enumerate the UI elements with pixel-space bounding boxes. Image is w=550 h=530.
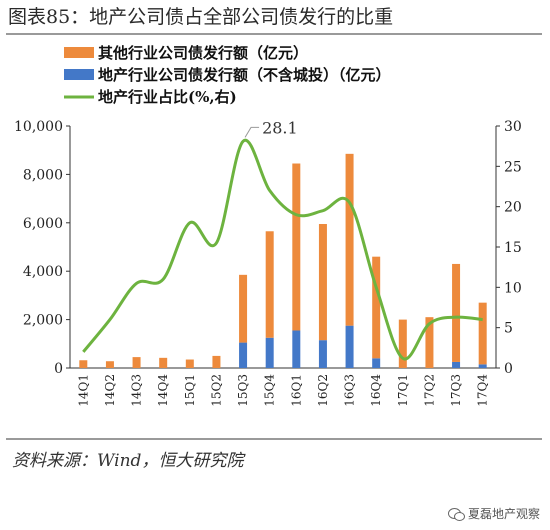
x-tick-label: 15Q3 xyxy=(236,374,250,407)
x-tick-label: 17Q2 xyxy=(422,374,436,407)
left-tick-label: 8,000 xyxy=(23,167,63,183)
bar-other xyxy=(452,263,461,362)
bar-other xyxy=(425,317,434,368)
wechat-icon xyxy=(447,507,465,521)
right-tick-label: 25 xyxy=(504,159,522,175)
bar-other xyxy=(292,163,301,331)
left-tick-label: 6,000 xyxy=(23,216,63,232)
left-tick-label: 4,000 xyxy=(23,264,63,280)
x-tick-label: 14Q2 xyxy=(103,374,117,407)
bar-property xyxy=(478,364,487,368)
title-divider xyxy=(6,33,542,35)
x-tick-label: 16Q1 xyxy=(289,374,303,407)
bar-other xyxy=(372,256,381,359)
bar-other xyxy=(212,355,221,368)
bar-other xyxy=(185,359,194,368)
figure-title: 图表85：地产公司债占全部公司债发行的比重 xyxy=(8,6,394,28)
bar-other xyxy=(239,274,248,343)
x-tick-label: 16Q4 xyxy=(369,374,383,407)
bar-property xyxy=(292,330,301,368)
bar-property xyxy=(265,337,274,368)
bar-other xyxy=(132,357,141,368)
bar-property xyxy=(372,358,381,368)
x-tick-label: 17Q4 xyxy=(476,374,490,407)
bar-property xyxy=(345,325,354,368)
bar-other xyxy=(318,224,327,341)
x-tick-label: 17Q3 xyxy=(449,374,463,407)
bar-other xyxy=(159,357,168,368)
peak-annotation: 28.1 xyxy=(262,118,298,137)
share-line xyxy=(82,138,483,361)
right-tick-label: 10 xyxy=(504,280,522,296)
right-tick-label: 30 xyxy=(504,119,522,135)
right-tick-label: 5 xyxy=(504,321,513,337)
legend-label: 其他行业公司债发行额（亿元） xyxy=(98,44,308,62)
legend-swatch xyxy=(64,47,94,58)
source-note: 资料来源：Wind，恒大研究院 xyxy=(12,451,244,471)
x-tick-label: 15Q2 xyxy=(209,374,223,407)
left-tick-label: 2,000 xyxy=(23,313,63,329)
legend-swatch xyxy=(64,69,94,80)
x-tick-label: 14Q4 xyxy=(156,374,170,407)
bar-other xyxy=(79,360,88,368)
x-tick-label: 16Q2 xyxy=(316,374,330,407)
bar-other xyxy=(345,153,354,326)
x-tick-label: 15Q4 xyxy=(263,374,277,407)
x-tick-label: 15Q1 xyxy=(183,374,197,407)
legend-label: 地产行业公司债发行额（不含城投）（亿元） xyxy=(98,66,391,84)
right-tick-label: 0 xyxy=(504,361,513,377)
x-tick-label: 14Q1 xyxy=(76,374,90,407)
bar-other xyxy=(478,302,487,365)
bar-other xyxy=(398,319,407,368)
x-tick-label: 16Q3 xyxy=(343,374,357,407)
watermark: 夏磊地产观察 xyxy=(447,505,540,522)
left-tick-label: 0 xyxy=(54,361,63,377)
right-tick-label: 20 xyxy=(504,200,522,216)
x-tick-label: 14Q3 xyxy=(130,374,144,407)
watermark-label: 夏磊地产观察 xyxy=(467,507,540,521)
bar-property xyxy=(239,342,248,368)
right-tick-label: 15 xyxy=(504,240,522,256)
left-tick-label: 10,000 xyxy=(14,119,63,135)
x-tick-label: 17Q1 xyxy=(396,374,410,407)
bar-property xyxy=(318,340,327,368)
bar-other xyxy=(265,231,274,338)
annotation-leader xyxy=(244,126,260,138)
legend-label: 地产行业占比(%,右) xyxy=(98,88,237,106)
bar-other xyxy=(105,361,114,368)
bar-property xyxy=(452,361,461,368)
source-divider xyxy=(6,438,542,440)
chart: 0 2,000 4,000 6,000 8,000 10,000 0 5 10 15 20 25 30 1… xyxy=(14,44,522,407)
